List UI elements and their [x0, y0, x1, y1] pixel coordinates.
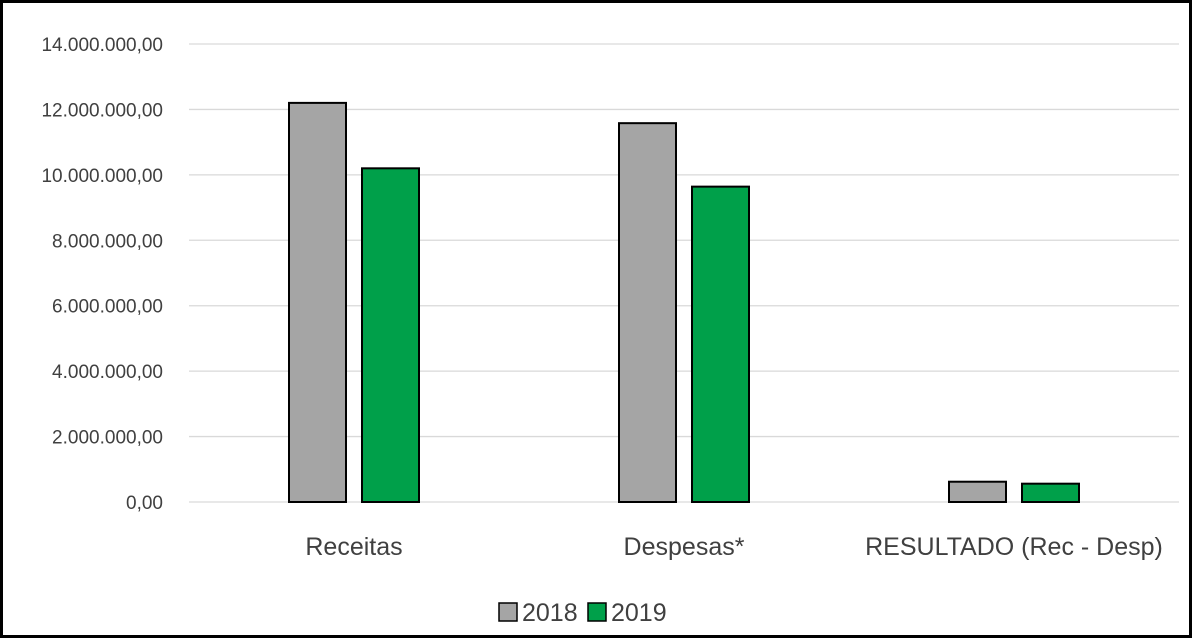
y-tick-label: 8.000.000,00	[52, 231, 163, 252]
bar-2019-0	[362, 168, 419, 502]
legend-label-2019: 2019	[611, 599, 667, 627]
y-tick-label: 2.000.000,00	[52, 428, 163, 449]
category-label: RESULTADO (Rec - Desp)	[865, 533, 1163, 561]
category-label: Receitas	[305, 533, 402, 561]
legend: 2018 2019	[499, 599, 667, 627]
legend-label-2018: 2018	[522, 599, 578, 627]
bar-2019-2	[1022, 484, 1079, 502]
bars	[289, 103, 1079, 502]
bar-2018-2	[949, 482, 1006, 502]
category-labels: Receitas Despesas* RESULTADO (Rec - Desp)	[305, 533, 1163, 561]
y-tick-label: 10.000.000,00	[41, 166, 163, 187]
bar-2018-1	[619, 123, 676, 502]
y-tick-label: 12.000.000,00	[41, 100, 163, 121]
y-tick-label: 0,00	[126, 493, 163, 514]
bar-chart: 0,00 2.000.000,00 4.000.000,00 6.000.000,00…	[3, 3, 1192, 641]
legend-swatch-2018	[499, 603, 517, 621]
y-axis-tick-labels: 0,00 2.000.000,00 4.000.000,00 6.000.000,00…	[41, 35, 163, 514]
y-tick-label: 4.000.000,00	[52, 362, 163, 383]
y-tick-label: 14.000.000,00	[41, 35, 163, 56]
legend-swatch-2019	[588, 603, 606, 621]
y-tick-label: 6.000.000,00	[52, 297, 163, 318]
category-label: Despesas*	[624, 533, 745, 561]
bar-2019-1	[692, 187, 749, 502]
bar-2018-0	[289, 103, 346, 502]
